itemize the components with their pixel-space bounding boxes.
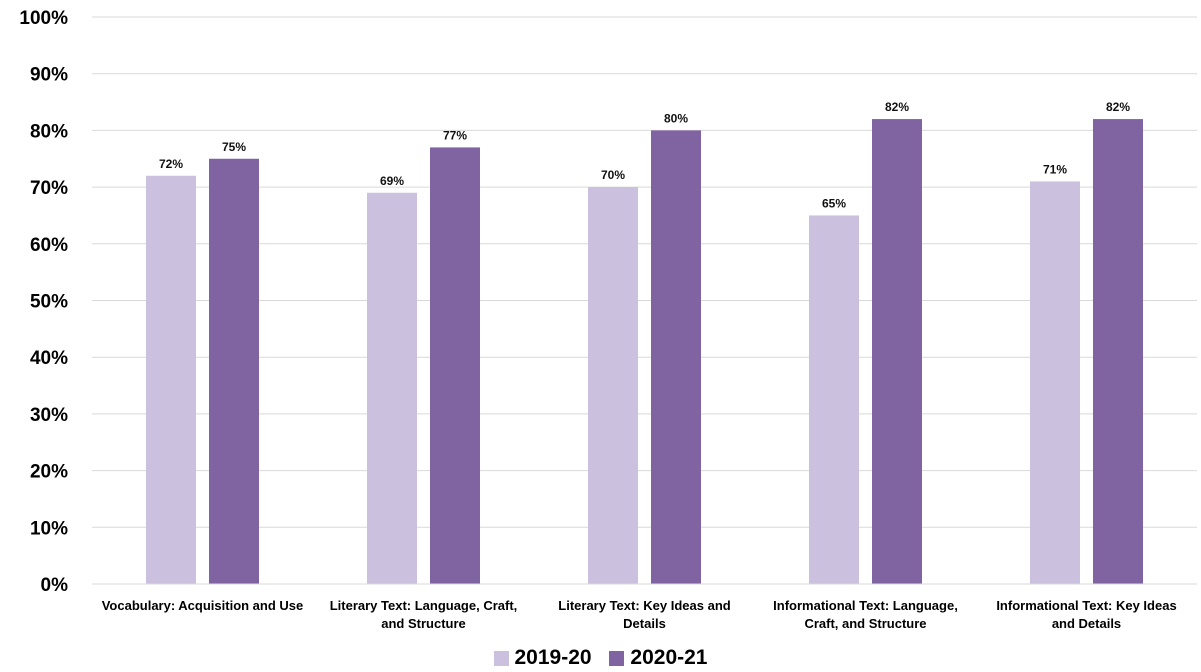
category-label-line: Craft, and Structure bbox=[804, 616, 927, 631]
data-labels: 72% 75% 69% 77% 70% 80% 65% 82% 71% 82% bbox=[159, 100, 1130, 210]
y-tick-label: 20% bbox=[30, 462, 68, 483]
category-label-1: Vocabulary: Acquisition and Use bbox=[93, 597, 313, 615]
y-tick-label: 0% bbox=[41, 575, 69, 596]
category-label-5: Informational Text: Key Ideas and Details bbox=[977, 597, 1197, 633]
category-label-4: Informational Text: Language, Craft, and … bbox=[756, 597, 976, 633]
data-label-2020-21-4: 82% bbox=[885, 100, 909, 114]
legend-item-2019-20: 2019-20 bbox=[493, 646, 592, 670]
category-label-line: Details bbox=[623, 616, 666, 631]
data-label-2020-21-2: 77% bbox=[443, 128, 467, 142]
legend-label-2019-20: 2019-20 bbox=[514, 646, 592, 669]
y-tick-label: 40% bbox=[30, 348, 68, 369]
data-label-2019-20-5: 71% bbox=[1043, 162, 1067, 176]
bar-2020-21-1 bbox=[209, 158, 259, 584]
y-tick-label: 30% bbox=[30, 405, 68, 426]
legend-swatch-2020-21 bbox=[609, 650, 625, 666]
bar-2019-20-4 bbox=[809, 215, 859, 584]
data-label-2019-20-1: 72% bbox=[159, 157, 183, 171]
gridlines bbox=[92, 16, 1197, 528]
bar-2020-21-4 bbox=[872, 119, 922, 584]
data-label-2020-21-5: 82% bbox=[1106, 100, 1130, 114]
category-label-line: Informational Text: Language, bbox=[773, 598, 958, 613]
data-label-2020-21-3: 80% bbox=[664, 111, 688, 125]
data-label-2020-21-1: 75% bbox=[222, 140, 246, 154]
category-label-2: Literary Text: Language, Craft, and Struc… bbox=[314, 597, 534, 633]
y-tick-label: 80% bbox=[30, 121, 68, 142]
y-tick-label: 70% bbox=[30, 178, 68, 199]
y-tick-label: 100% bbox=[19, 8, 68, 29]
legend-label-2020-21: 2020-21 bbox=[630, 646, 708, 669]
bar-2019-20-5 bbox=[1030, 181, 1080, 584]
bar-2020-21-5 bbox=[1093, 119, 1143, 584]
bars bbox=[146, 119, 1143, 584]
legend: 2019-20 2020-21 bbox=[0, 646, 1201, 672]
data-label-2019-20-4: 65% bbox=[822, 196, 846, 210]
bar-2020-21-3 bbox=[651, 130, 701, 584]
category-label-line: Literary Text: Language, Craft, bbox=[329, 598, 518, 613]
category-label-3: Literary Text: Key Ideas and Details bbox=[535, 597, 755, 633]
bar-2019-20-3 bbox=[588, 187, 638, 584]
category-label-line: and Structure bbox=[381, 616, 466, 631]
bar-2019-20-1 bbox=[146, 175, 196, 584]
y-tick-label: 60% bbox=[30, 235, 68, 256]
category-label-line: Vocabulary: Acquisition and Use bbox=[101, 598, 304, 613]
y-tick-label: 90% bbox=[30, 65, 68, 86]
y-tick-label: 10% bbox=[30, 518, 68, 539]
legend-swatch-2019-20 bbox=[493, 650, 509, 666]
bar-2019-20-2 bbox=[367, 192, 417, 584]
category-label-line: Informational Text: Key Ideas bbox=[996, 598, 1177, 613]
data-label-2019-20-3: 70% bbox=[601, 168, 625, 182]
data-label-2019-20-2: 69% bbox=[380, 174, 404, 188]
bar-2020-21-2 bbox=[430, 147, 480, 584]
y-axis-tick-labels: 0% 10% 20% 30% 40% 50% 60% 70% 80% 90% 100% bbox=[19, 8, 68, 596]
y-tick-label: 50% bbox=[30, 292, 68, 313]
legend-item-2020-21: 2020-21 bbox=[609, 646, 708, 670]
category-label-line: and Details bbox=[1051, 616, 1122, 631]
category-label-line: Literary Text: Key Ideas and bbox=[558, 598, 731, 613]
